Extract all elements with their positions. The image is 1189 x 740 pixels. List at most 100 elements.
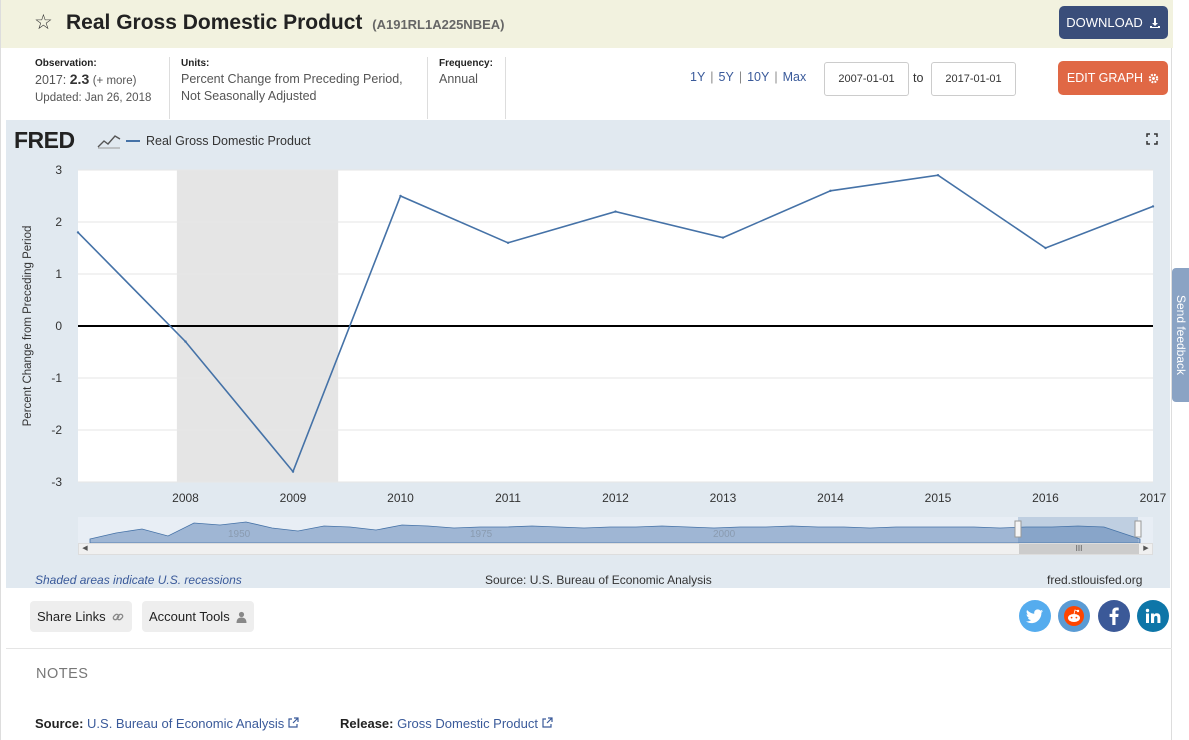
observation-block: Observation: 2017: 2.3 (+ more) Updated:…	[35, 57, 170, 119]
series-title: Real Gross Domestic Product	[66, 11, 363, 34]
edit-graph-button[interactable]: EDIT GRAPH	[1058, 61, 1168, 95]
share-links-button[interactable]: Share Links	[30, 601, 132, 632]
scroll-thumb[interactable]: III	[1019, 544, 1139, 554]
y-tick-label: -3	[51, 475, 62, 489]
units-line-2: Not Seasonally Adjusted	[181, 89, 317, 103]
y-tick-label: 0	[55, 319, 62, 333]
x-tick-label: 2010	[387, 491, 414, 505]
release-label: Release:	[340, 716, 394, 731]
fullscreen-icon[interactable]	[1146, 133, 1158, 145]
navigator-label: 1950	[228, 529, 251, 540]
observation-more-link[interactable]: (+ more)	[92, 75, 137, 87]
account-tools-button[interactable]: Account Tools	[142, 601, 254, 632]
x-tick-label: 2009	[280, 491, 307, 505]
range-5y[interactable]: 5Y	[718, 70, 734, 84]
navigator-selection[interactable]	[1018, 517, 1138, 543]
data-point	[399, 194, 402, 198]
navigator-label: 2000	[713, 529, 736, 540]
x-tick-label: 2011	[495, 491, 521, 505]
series-id: (A191RL1A225NBEA)	[372, 17, 505, 32]
data-point	[829, 189, 832, 192]
external-link-icon	[542, 717, 553, 728]
reddit-share-icon[interactable]	[1058, 600, 1090, 632]
y-tick-label: -2	[51, 423, 62, 437]
range-navigator[interactable]: 1950 1975 2000	[78, 517, 1153, 543]
navigator-scrollbar[interactable]: ◀ III ▶	[78, 543, 1153, 555]
y-tick-label: 2	[55, 215, 62, 229]
data-point	[1151, 205, 1155, 208]
data-point	[291, 470, 295, 473]
share-links-label: Share Links	[37, 609, 106, 624]
frequency-value: Annual	[439, 72, 478, 86]
chart-legend: Real Gross Domestic Product	[126, 134, 311, 148]
x-tick-label: 2017	[1140, 491, 1167, 505]
user-icon	[236, 611, 247, 623]
source-line: Source: U.S. Bureau of Economic Analysis	[35, 716, 299, 731]
data-point	[1044, 246, 1047, 250]
account-tools-label: Account Tools	[149, 609, 230, 624]
facebook-share-icon[interactable]	[1098, 600, 1130, 632]
range-1y[interactable]: 1Y	[690, 70, 706, 84]
release-line: Release: Gross Domestic Product	[340, 716, 553, 731]
range-10y[interactable]: 10Y	[747, 70, 770, 84]
notes-header: NOTES	[36, 666, 89, 682]
scroll-right-arrow-icon[interactable]: ▶	[1143, 545, 1149, 552]
fred-chart-icon	[97, 135, 121, 149]
data-point	[76, 231, 80, 234]
send-feedback-tab[interactable]: Send feedback	[1172, 268, 1189, 402]
start-date-input[interactable]: 2007-01-01	[824, 62, 909, 96]
fred-url[interactable]: fred.stlouisfed.org	[1047, 573, 1143, 587]
data-point	[506, 241, 510, 244]
source-label: Source:	[35, 716, 84, 731]
legend-swatch	[126, 140, 140, 142]
frequency-block: Frequency: Annual	[439, 57, 506, 119]
page-title: Real Gross Domestic Product (A191RL1A225…	[66, 11, 504, 37]
scroll-left-arrow-icon[interactable]: ◀	[82, 545, 88, 552]
recession-note: Shaded areas indicate U.S. recessions	[35, 573, 242, 587]
units-block: Units: Percent Change from Preceding Per…	[181, 57, 428, 119]
range-selector: 1Y | 5Y | 10Y | Max	[690, 70, 807, 84]
edit-graph-label: EDIT GRAPH	[1066, 71, 1144, 85]
navigator-label: 1975	[470, 529, 493, 540]
x-tick-label: 2014	[817, 491, 844, 505]
navigator-right-handle[interactable]	[1134, 520, 1142, 538]
data-point	[936, 174, 940, 177]
navigator-series	[89, 521, 1141, 543]
x-tick-label: 2008	[172, 491, 199, 505]
observation-label: Observation:	[35, 58, 97, 69]
data-point	[614, 210, 617, 213]
download-label: DOWNLOAD	[1066, 15, 1143, 30]
release-link[interactable]: Gross Domestic Product	[397, 716, 538, 731]
gear-icon	[1148, 73, 1159, 83]
linkedin-share-icon[interactable]	[1137, 600, 1169, 632]
y-tick-label: 1	[55, 267, 62, 281]
send-feedback-label: Send feedback	[1173, 294, 1188, 376]
external-link-icon	[288, 717, 299, 728]
observation-date: 2017:	[35, 73, 67, 87]
observation-value: 2.3	[69, 71, 90, 87]
source-note: Source: U.S. Bureau of Economic Analysis	[485, 573, 712, 587]
x-tick-label: 2015	[925, 491, 952, 505]
units-line-1: Percent Change from Preceding Period,	[181, 72, 403, 86]
section-divider	[6, 648, 1172, 649]
fred-logo: FRED	[14, 127, 75, 153]
legend-label: Real Gross Domestic Product	[146, 134, 311, 148]
y-tick-label: -1	[51, 371, 62, 385]
data-point	[184, 340, 187, 343]
x-tick-label: 2012	[602, 491, 629, 505]
frequency-label: Frequency:	[439, 58, 493, 69]
source-link[interactable]: U.S. Bureau of Economic Analysis	[87, 716, 285, 731]
navigator-left-handle[interactable]	[1014, 520, 1022, 538]
twitter-share-icon[interactable]	[1019, 600, 1051, 632]
download-button[interactable]: DOWNLOAD	[1059, 6, 1168, 39]
range-max[interactable]: Max	[782, 70, 807, 84]
download-icon	[1149, 17, 1160, 28]
favorite-star-icon[interactable]: ☆	[34, 11, 53, 34]
line-chart[interactable]: 3 2 1 0 -1 -2 -3 2008 2009 2010 2011 2012 2013 2014 20…	[1, 160, 1173, 510]
y-tick-label: 3	[55, 163, 62, 177]
x-tick-label: 2013	[710, 491, 737, 505]
series-header: ☆ Real Gross Domestic Product (A191RL1A2…	[1, 0, 1173, 48]
end-date-input[interactable]: 2017-01-01	[931, 62, 1016, 96]
units-label: Units:	[181, 58, 210, 69]
